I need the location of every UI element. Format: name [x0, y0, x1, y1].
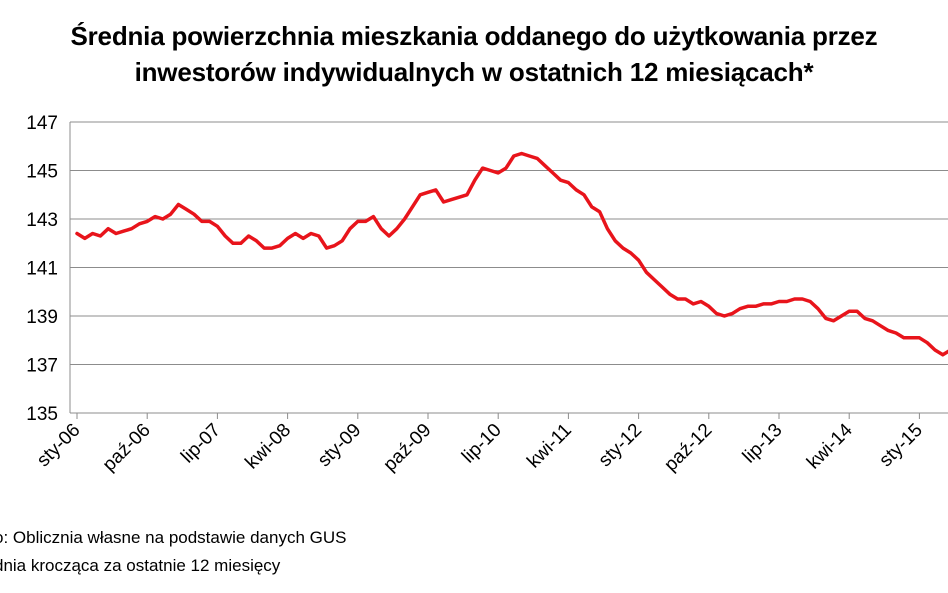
y-tick-label: 139 — [26, 307, 58, 328]
y-tick-label: 145 — [26, 162, 58, 183]
y-tick-label: 147 — [26, 113, 58, 134]
series-line — [75, 151, 948, 357]
x-tick-label: kwi-11 — [523, 420, 576, 473]
x-tick-label: sty-09 — [314, 420, 365, 471]
x-tick-label: paź-12 — [660, 420, 716, 476]
x-tick-label: lip-13 — [739, 420, 787, 468]
x-tick-label: sty-15 — [875, 420, 926, 471]
x-tick-label: lip-10 — [458, 420, 506, 468]
chart-title-line-2: inwestorów indywidualnych w ostatnich 12… — [134, 57, 814, 87]
y-axis-tick-labels: 135 137 139 141 143 145 147 — [26, 113, 58, 425]
y-tick-label: 137 — [26, 356, 58, 377]
chart-title-line-1: Średnia powierzchnia mieszkania oddanego… — [70, 21, 878, 51]
source-note: o: Oblicznia własne na podstawie danych … — [0, 528, 347, 547]
y-tick-label: 135 — [26, 404, 58, 425]
series-line-path — [75, 151, 948, 357]
x-axis: sty-06 paź-06 lip-07 kwi-08 sty-09 paź-09 lip-… — [33, 122, 948, 476]
x-tick-label: paź-06 — [99, 420, 155, 476]
x-tick-label: lip-07 — [177, 420, 225, 468]
y-tick-label: 141 — [26, 259, 58, 280]
chart-title: Średnia powierzchnia mieszkania oddanego… — [0, 18, 948, 90]
x-tick-label: kwi-08 — [241, 420, 295, 474]
x-tick-label: sty-12 — [595, 420, 646, 471]
x-tick-label: sty-06 — [33, 420, 84, 471]
footnote: dnia krocząca za ostatnie 12 miesięcy — [0, 556, 281, 575]
x-tick-label: paź-09 — [380, 420, 436, 476]
line-chart: 135 137 139 141 143 145 147 sty-06 paź-06 lip-07… — [26, 113, 948, 476]
x-tick-label: kwi-14 — [803, 419, 857, 473]
y-tick-label: 143 — [26, 210, 58, 231]
chart-notes: o: Oblicznia własne na podstawie danych … — [0, 524, 346, 580]
